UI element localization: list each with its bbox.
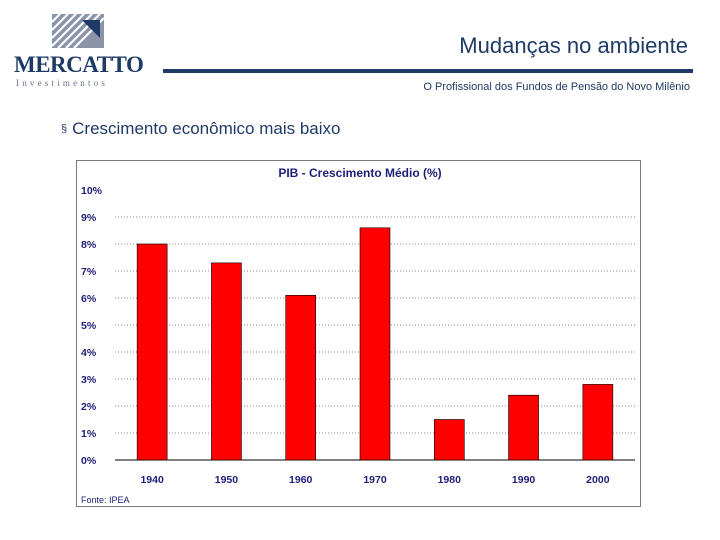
chart-title: PIB - Crescimento Médio (%) [278, 166, 441, 180]
x-tick-label: 1940 [140, 474, 164, 486]
chart-canvas: PIB - Crescimento Médio (%) 0% 1% 2% 3% 4% 5%… [81, 166, 635, 505]
x-tick-label: 1970 [363, 474, 387, 486]
y-tick-label: 10% [81, 185, 103, 197]
page-title: Mudanças no ambiente [459, 33, 688, 58]
logo-wordmark: MERCATTO [14, 52, 144, 77]
bar [359, 227, 391, 461]
y-tick-label: 4% [81, 347, 97, 359]
y-tick-label: 2% [81, 401, 97, 413]
bar [136, 243, 168, 461]
x-tick-label: 2000 [586, 474, 610, 486]
x-tick-label: 1980 [438, 474, 462, 486]
y-tick-label: 5% [81, 320, 97, 332]
bar [285, 295, 317, 461]
title-divider [163, 69, 693, 73]
logo-stripes-icon [52, 14, 104, 48]
logo-tagline: Investimentos [16, 78, 109, 88]
y-tick-label: 3% [81, 374, 97, 386]
bar [211, 262, 242, 461]
x-tick-label: 1950 [215, 474, 239, 486]
x-tick-label: 1990 [512, 474, 536, 486]
chart-source: Fonte: IPEA [81, 495, 130, 505]
y-tick-label: 0% [81, 455, 97, 467]
gdp-chart: PIB - Crescimento Médio (%) 0% 1% 2% 3% 4% 5%… [76, 160, 641, 507]
mercatto-logo: MERCATTO Investimentos [14, 12, 144, 88]
y-tick-label: 9% [81, 212, 97, 224]
bar [582, 384, 614, 461]
bar [433, 419, 465, 461]
y-tick-label: 8% [81, 239, 97, 251]
y-tick-label: 7% [81, 266, 97, 278]
x-tick-label: 1960 [289, 474, 313, 486]
bullet-text: Crescimento econômico mais baixo [72, 119, 341, 138]
bullet-item: § Crescimento econômico mais baixo [61, 119, 340, 139]
bullet-marker-icon: § [61, 123, 68, 135]
y-tick-label: 1% [81, 428, 97, 440]
y-tick-label: 6% [81, 293, 97, 305]
bar [508, 394, 539, 461]
page-subtitle: O Profissional dos Fundos de Pensão do N… [423, 81, 690, 93]
